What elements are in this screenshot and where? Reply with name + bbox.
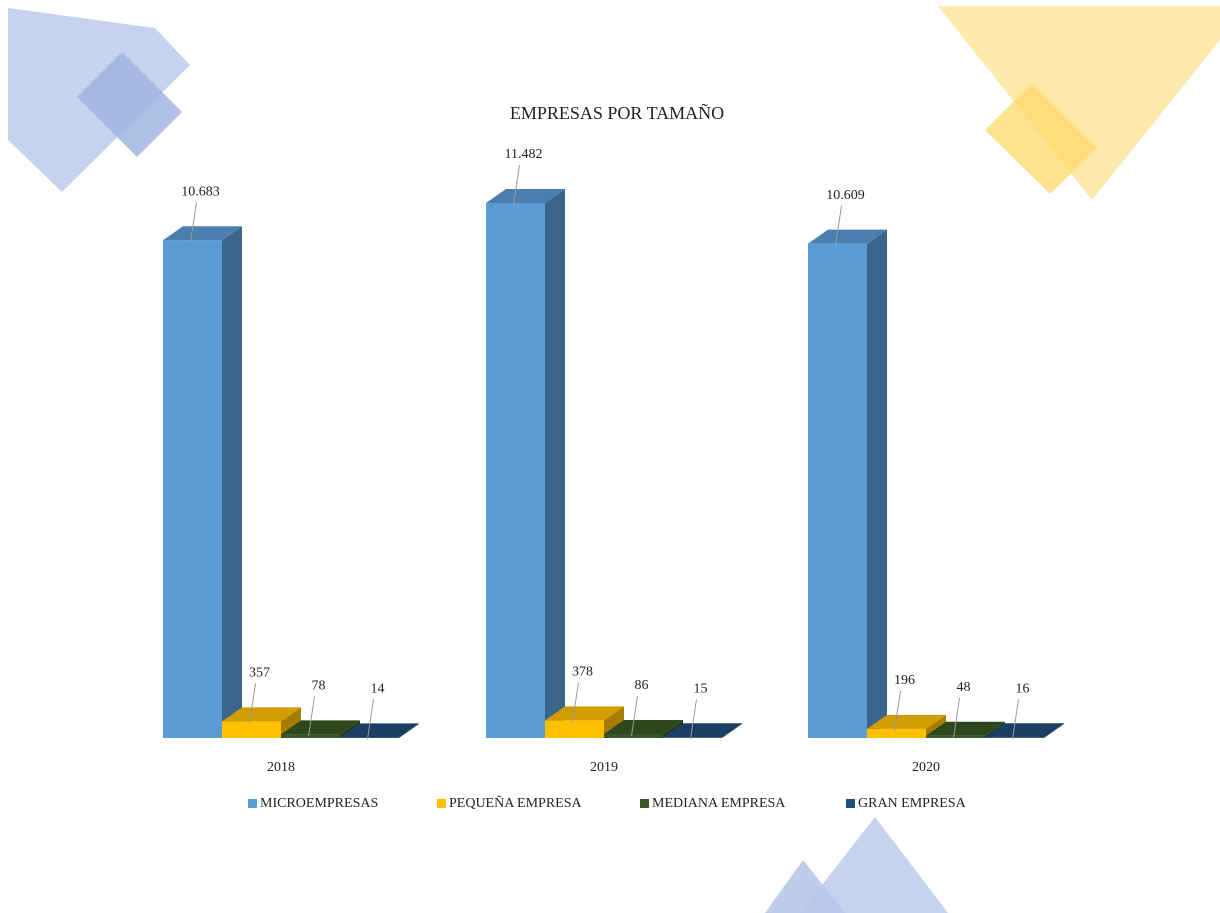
decoration <box>8 6 1220 913</box>
label-leader <box>835 205 842 246</box>
bar-top <box>222 707 301 722</box>
label-leader <box>513 164 520 206</box>
data-label: 48 <box>957 680 971 695</box>
bar-top <box>486 189 565 203</box>
label-leader <box>367 699 374 740</box>
bar-top <box>545 706 624 721</box>
label-leader <box>690 699 697 740</box>
bar <box>663 737 722 738</box>
bar <box>867 728 926 738</box>
legend-label: GRAN EMPRESA <box>858 796 967 811</box>
legend-label: MICROEMPRESAS <box>260 796 378 811</box>
bar-side <box>722 723 742 738</box>
label-leader <box>572 682 579 723</box>
data-label: 11.482 <box>505 147 543 162</box>
data-label: 10.683 <box>181 184 220 199</box>
bar <box>163 240 222 739</box>
legend-label: PEQUEÑA EMPRESA <box>449 795 583 811</box>
bar-side <box>1044 723 1064 738</box>
data-label: 78 <box>312 679 326 694</box>
bar <box>926 735 985 738</box>
label-leader <box>1012 699 1019 740</box>
legend-swatch <box>437 799 446 808</box>
bar-side <box>545 189 565 738</box>
bar-top <box>340 723 419 738</box>
label-leader <box>894 690 901 731</box>
data-label: 86 <box>635 678 649 693</box>
data-label: 15 <box>694 682 708 697</box>
label-leader <box>631 695 638 737</box>
x-tick-label: 2020 <box>912 760 940 775</box>
bar-side <box>281 707 301 738</box>
label-leader <box>308 696 315 737</box>
bar <box>281 734 340 738</box>
legend-swatch <box>846 799 855 808</box>
data-label: 378 <box>572 665 593 680</box>
x-tick-label: 2018 <box>267 760 295 775</box>
bar <box>340 737 399 738</box>
bar-side <box>399 723 419 738</box>
bar-top <box>281 720 360 735</box>
x-tick-label: 2019 <box>590 760 618 775</box>
bar-side <box>663 719 683 738</box>
data-label: 10.609 <box>826 188 865 203</box>
data-label: 14 <box>371 682 385 697</box>
bar-top <box>808 229 887 244</box>
bar-top <box>604 719 683 734</box>
label-leader <box>190 202 197 243</box>
legend-swatch <box>248 799 257 808</box>
bar-top <box>985 723 1064 738</box>
bar <box>604 733 663 738</box>
chart-title: EMPRESAS POR TAMAÑO <box>510 102 724 123</box>
label-leader <box>953 697 960 738</box>
data-label: 196 <box>894 673 915 688</box>
bar-top <box>926 721 1005 736</box>
label-leader <box>249 683 256 724</box>
bar-side <box>222 226 242 739</box>
bar <box>222 721 281 738</box>
bar-side <box>867 229 887 738</box>
bar-top <box>867 714 946 729</box>
bar <box>985 737 1044 738</box>
bar <box>545 720 604 738</box>
bar-top <box>163 226 242 241</box>
bar-side <box>926 714 946 738</box>
data-label: 16 <box>1016 681 1030 696</box>
legend-swatch <box>640 799 649 808</box>
bar <box>486 203 545 738</box>
bar <box>808 243 867 739</box>
legend-label: MEDIANA EMPRESA <box>652 796 786 811</box>
bar-side <box>340 720 360 738</box>
data-label: 357 <box>249 666 270 681</box>
bar-top <box>663 723 742 738</box>
bar-side <box>604 706 624 738</box>
